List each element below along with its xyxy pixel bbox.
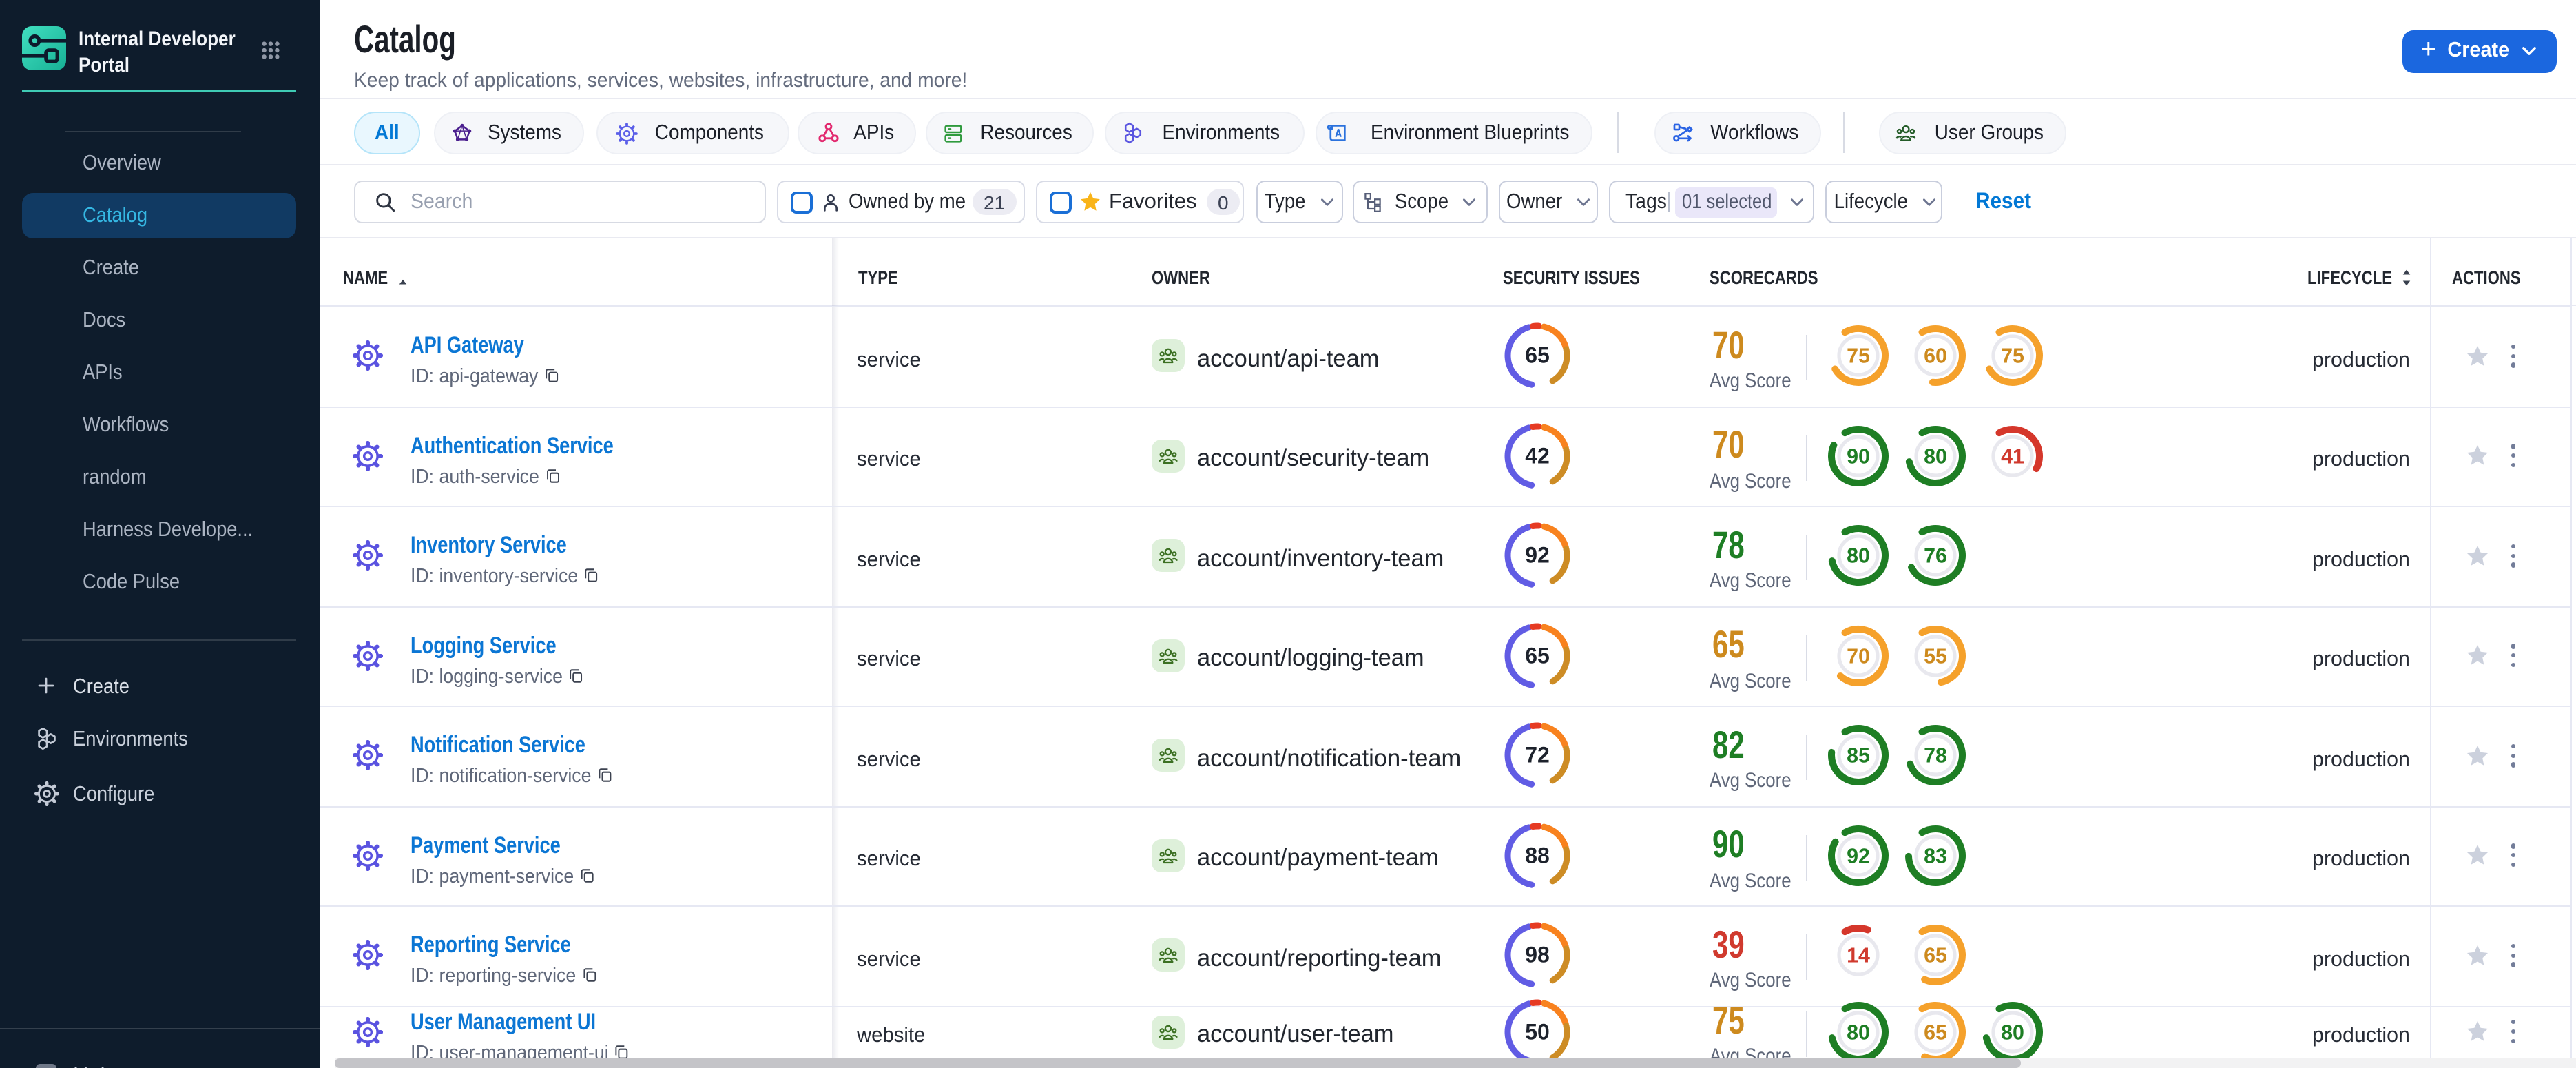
svg-text:92: 92 [1525,543,1550,568]
svg-text:41: 41 [2001,444,2024,468]
svg-text:65: 65 [1525,643,1550,668]
svg-text:65: 65 [1923,944,1946,967]
svg-text:80: 80 [2001,1020,2024,1043]
svg-text:78: 78 [1923,744,1946,768]
svg-text:80: 80 [1923,444,1946,468]
svg-text:98: 98 [1525,943,1550,967]
svg-text:65: 65 [1923,1020,1946,1043]
svg-text:60: 60 [1923,345,1946,368]
svg-text:42: 42 [1525,443,1550,468]
svg-text:92: 92 [1846,844,1869,867]
svg-text:75: 75 [2001,345,2024,368]
svg-text:14: 14 [1846,944,1869,967]
svg-text:83: 83 [1923,844,1946,867]
svg-text:80: 80 [1846,544,1869,568]
svg-text:50: 50 [1525,1019,1550,1044]
svg-text:80: 80 [1846,1020,1869,1043]
svg-text:88: 88 [1525,843,1550,867]
svg-text:76: 76 [1923,544,1946,568]
svg-text:75: 75 [1846,345,1869,368]
svg-text:65: 65 [1525,343,1550,368]
svg-text:90: 90 [1846,444,1869,468]
svg-text:72: 72 [1525,743,1550,768]
svg-text:85: 85 [1846,744,1869,768]
svg-text:70: 70 [1846,644,1869,668]
svg-text:55: 55 [1923,644,1946,668]
